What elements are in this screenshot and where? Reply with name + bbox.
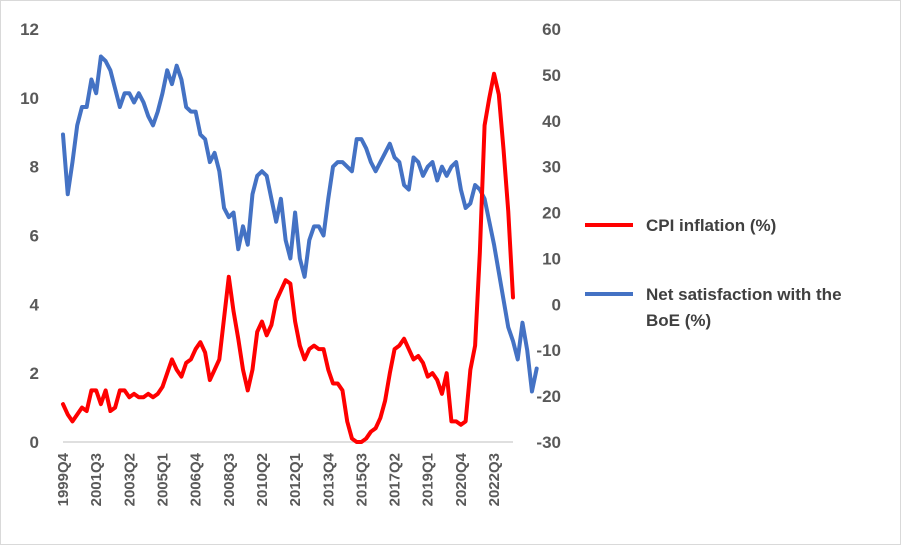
legend-label-line-1: Net satisfaction with the [646, 285, 842, 304]
right-tick-60: 60 [542, 20, 561, 39]
x-tick-2015Q3: 2015Q3 [353, 453, 370, 506]
right-tick--30: -30 [536, 433, 561, 452]
right-tick-20: 20 [542, 204, 561, 223]
left-tick-0: 0 [30, 433, 39, 452]
right-tick-30: 30 [542, 158, 561, 177]
legend-label-net-satisfaction: Net satisfaction with the BoE (%) [646, 285, 842, 330]
left-tick-8: 8 [30, 158, 39, 177]
x-tick-2006Q4: 2006Q4 [188, 452, 205, 506]
right-tick-50: 50 [542, 66, 561, 85]
series-line-cpi-inflation [61, 71, 515, 444]
x-tick-2012Q1: 2012Q1 [287, 453, 304, 506]
right-tick-10: 10 [542, 249, 561, 268]
x-tick-2013Q4: 2013Q4 [320, 452, 337, 506]
x-tick-2017Q2: 2017Q2 [387, 453, 404, 506]
x-axis-tick-labels: 1999Q4 2001Q3 2003Q2 2005Q1 2006Q4 2008Q3 2010… [55, 452, 503, 506]
right-tick--10: -10 [536, 341, 561, 360]
right-tick-40: 40 [542, 112, 561, 131]
right-tick--20: -20 [536, 387, 561, 406]
x-tick-2010Q2: 2010Q2 [254, 453, 271, 506]
right-axis-tick-labels: -30 -20 -10 0 10 20 30 40 50 60 [536, 20, 561, 452]
legend-label-line-2: BoE (%) [646, 311, 711, 330]
x-tick-2020Q4: 2020Q4 [453, 452, 470, 506]
series-layer [61, 54, 539, 444]
x-tick-2022Q3: 2022Q3 [486, 453, 503, 506]
left-tick-4: 4 [30, 295, 40, 314]
right-tick-0: 0 [552, 295, 561, 314]
x-tick-2008Q3: 2008Q3 [221, 453, 238, 506]
x-tick-1999Q4: 1999Q4 [55, 452, 72, 506]
legend-label-cpi-inflation: CPI inflation (%) [646, 216, 776, 235]
left-tick-6: 6 [30, 227, 39, 246]
left-tick-10: 10 [20, 89, 39, 108]
left-axis-tick-labels: 0 2 4 6 8 10 12 [20, 20, 39, 452]
left-tick-2: 2 [30, 364, 39, 383]
x-tick-2003Q2: 2003Q2 [121, 453, 138, 506]
x-tick-2019Q1: 2019Q1 [420, 453, 437, 506]
x-tick-2001Q3: 2001Q3 [88, 453, 105, 506]
left-tick-12: 12 [20, 20, 39, 39]
x-tick-2005Q1: 2005Q1 [154, 453, 171, 506]
legend: CPI inflation (%) Net satisfaction with … [585, 216, 842, 330]
series-line-net-satisfaction [61, 54, 539, 394]
